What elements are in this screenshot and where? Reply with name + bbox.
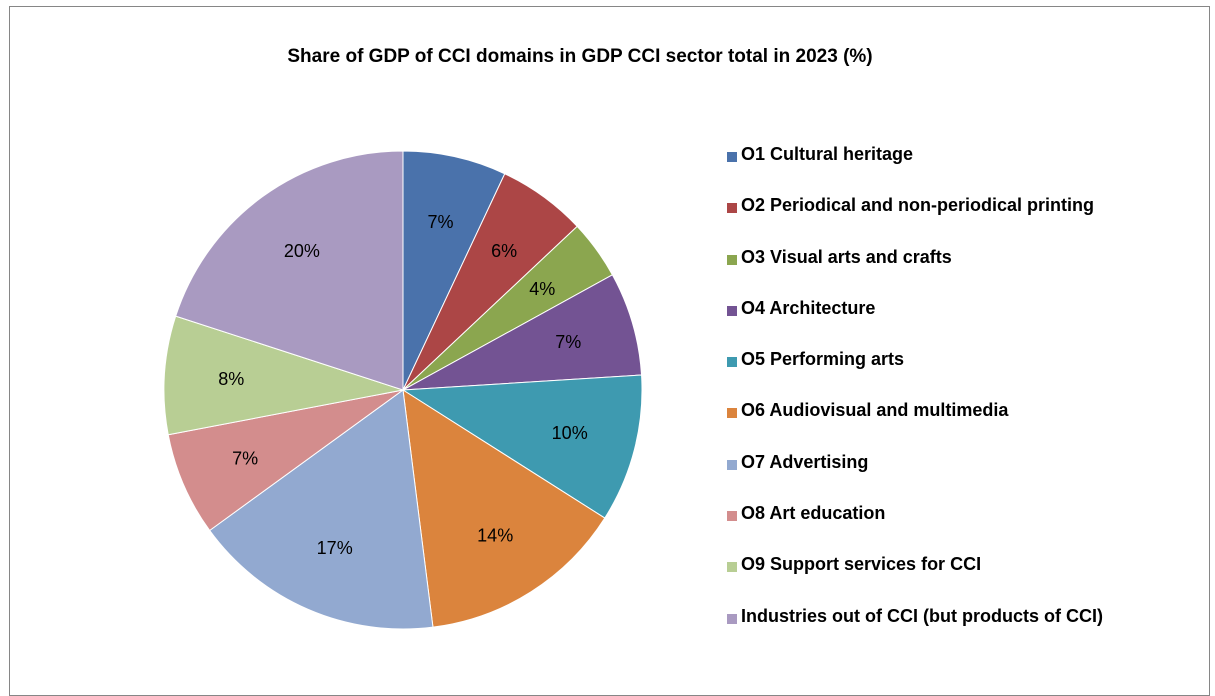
- data-label-7: 17%: [317, 538, 353, 558]
- data-label-8: 7%: [232, 448, 258, 468]
- legend-item-2: O2 Periodical and non-periodical printin…: [727, 195, 1207, 246]
- pie-slice-6: [402, 389, 606, 628]
- legend-swatch-5: [727, 357, 737, 368]
- legend-item-6: O6 Audiovisual and multimedia: [727, 400, 1207, 451]
- data-label-5: 10%: [552, 423, 588, 443]
- pie-data-labels: 7% 6% 4% 7% 10% 14% 17% 7% 8% 20%: [218, 212, 587, 558]
- legend-label-6: O6 Audiovisual and multimedia: [741, 400, 1009, 421]
- legend-label-7: O7 Advertising: [741, 451, 869, 472]
- legend-swatch-4: [727, 305, 737, 316]
- pie-slice-9: [163, 315, 404, 436]
- data-label-10: 20%: [284, 241, 320, 261]
- legend-item-1: O1 Cultural heritage: [727, 144, 1207, 195]
- pie-slice-10: [175, 150, 404, 391]
- legend-label-2: O2 Periodical and non-periodical printin…: [741, 195, 1095, 216]
- data-label-4: 7%: [555, 332, 581, 352]
- pie-slice-4: [402, 274, 643, 391]
- pie-slices: [163, 150, 643, 630]
- data-label-9: 8%: [218, 369, 244, 389]
- legend-swatch-3: [727, 254, 737, 265]
- legend-label-3: O3 Visual arts and crafts: [741, 246, 952, 267]
- legend-label-5: O5 Performing arts: [741, 349, 905, 370]
- legend-swatch-10: [727, 613, 737, 624]
- legend-item-4: O4 Architecture: [727, 298, 1207, 349]
- data-label-2: 6%: [491, 241, 517, 261]
- legend-item-7: O7 Advertising: [727, 452, 1207, 503]
- pie-slice-8: [167, 389, 404, 532]
- legend-swatch-1: [727, 152, 737, 162]
- data-label-6: 14%: [477, 525, 513, 545]
- data-label-3: 4%: [529, 279, 555, 299]
- legend-label-1: O1 Cultural heritage: [741, 144, 914, 164]
- legend-item-10: Industries out of CCI (but products of C…: [727, 606, 1207, 657]
- pie-slice-5: [401, 374, 643, 519]
- legend-label-9: O9 Support services for CCI: [741, 554, 982, 575]
- legend-swatch-6: [727, 408, 737, 419]
- pie-slice-7: [208, 389, 434, 630]
- legend-swatch-8: [727, 511, 737, 522]
- pie-slice-1: [402, 150, 506, 391]
- legend-item-8: O8 Art education: [727, 503, 1207, 554]
- legend-label-8: O8 Art education: [741, 503, 886, 524]
- data-label-1: 7%: [427, 212, 453, 232]
- legend-label-10: Industries out of CCI (but products of C…: [741, 605, 1103, 626]
- legend-item-9: O9 Support services for CCI: [727, 554, 1207, 605]
- legend-swatch-2: [727, 203, 737, 214]
- legend: O1 Cultural heritage O2 Periodical and no…: [727, 144, 1207, 657]
- legend-item-3: O3 Visual arts and crafts: [727, 247, 1207, 298]
- legend-swatch-9: [727, 562, 737, 573]
- legend-swatch-7: [727, 459, 737, 470]
- legend-label-4: O4 Architecture: [741, 297, 876, 318]
- chart-title: Share of GDP of CCI domains in GDP CCI s…: [287, 46, 873, 67]
- legend-item-5: O5 Performing arts: [727, 349, 1207, 400]
